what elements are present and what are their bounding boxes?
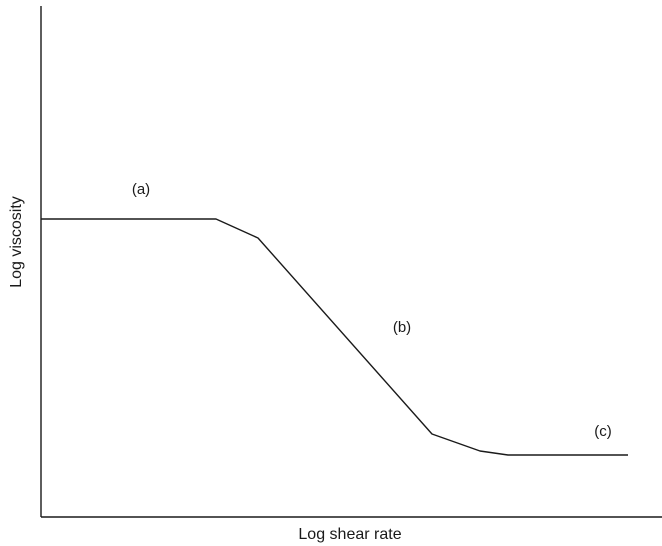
region-label-c: (c)	[594, 423, 612, 440]
region-label-a: (a)	[132, 181, 150, 198]
region-label-b: (b)	[393, 319, 411, 336]
viscosity-curve	[41, 218, 628, 456]
y-axis-label: Log viscosity	[8, 196, 25, 288]
x-axis-label: Log shear rate	[298, 526, 401, 543]
